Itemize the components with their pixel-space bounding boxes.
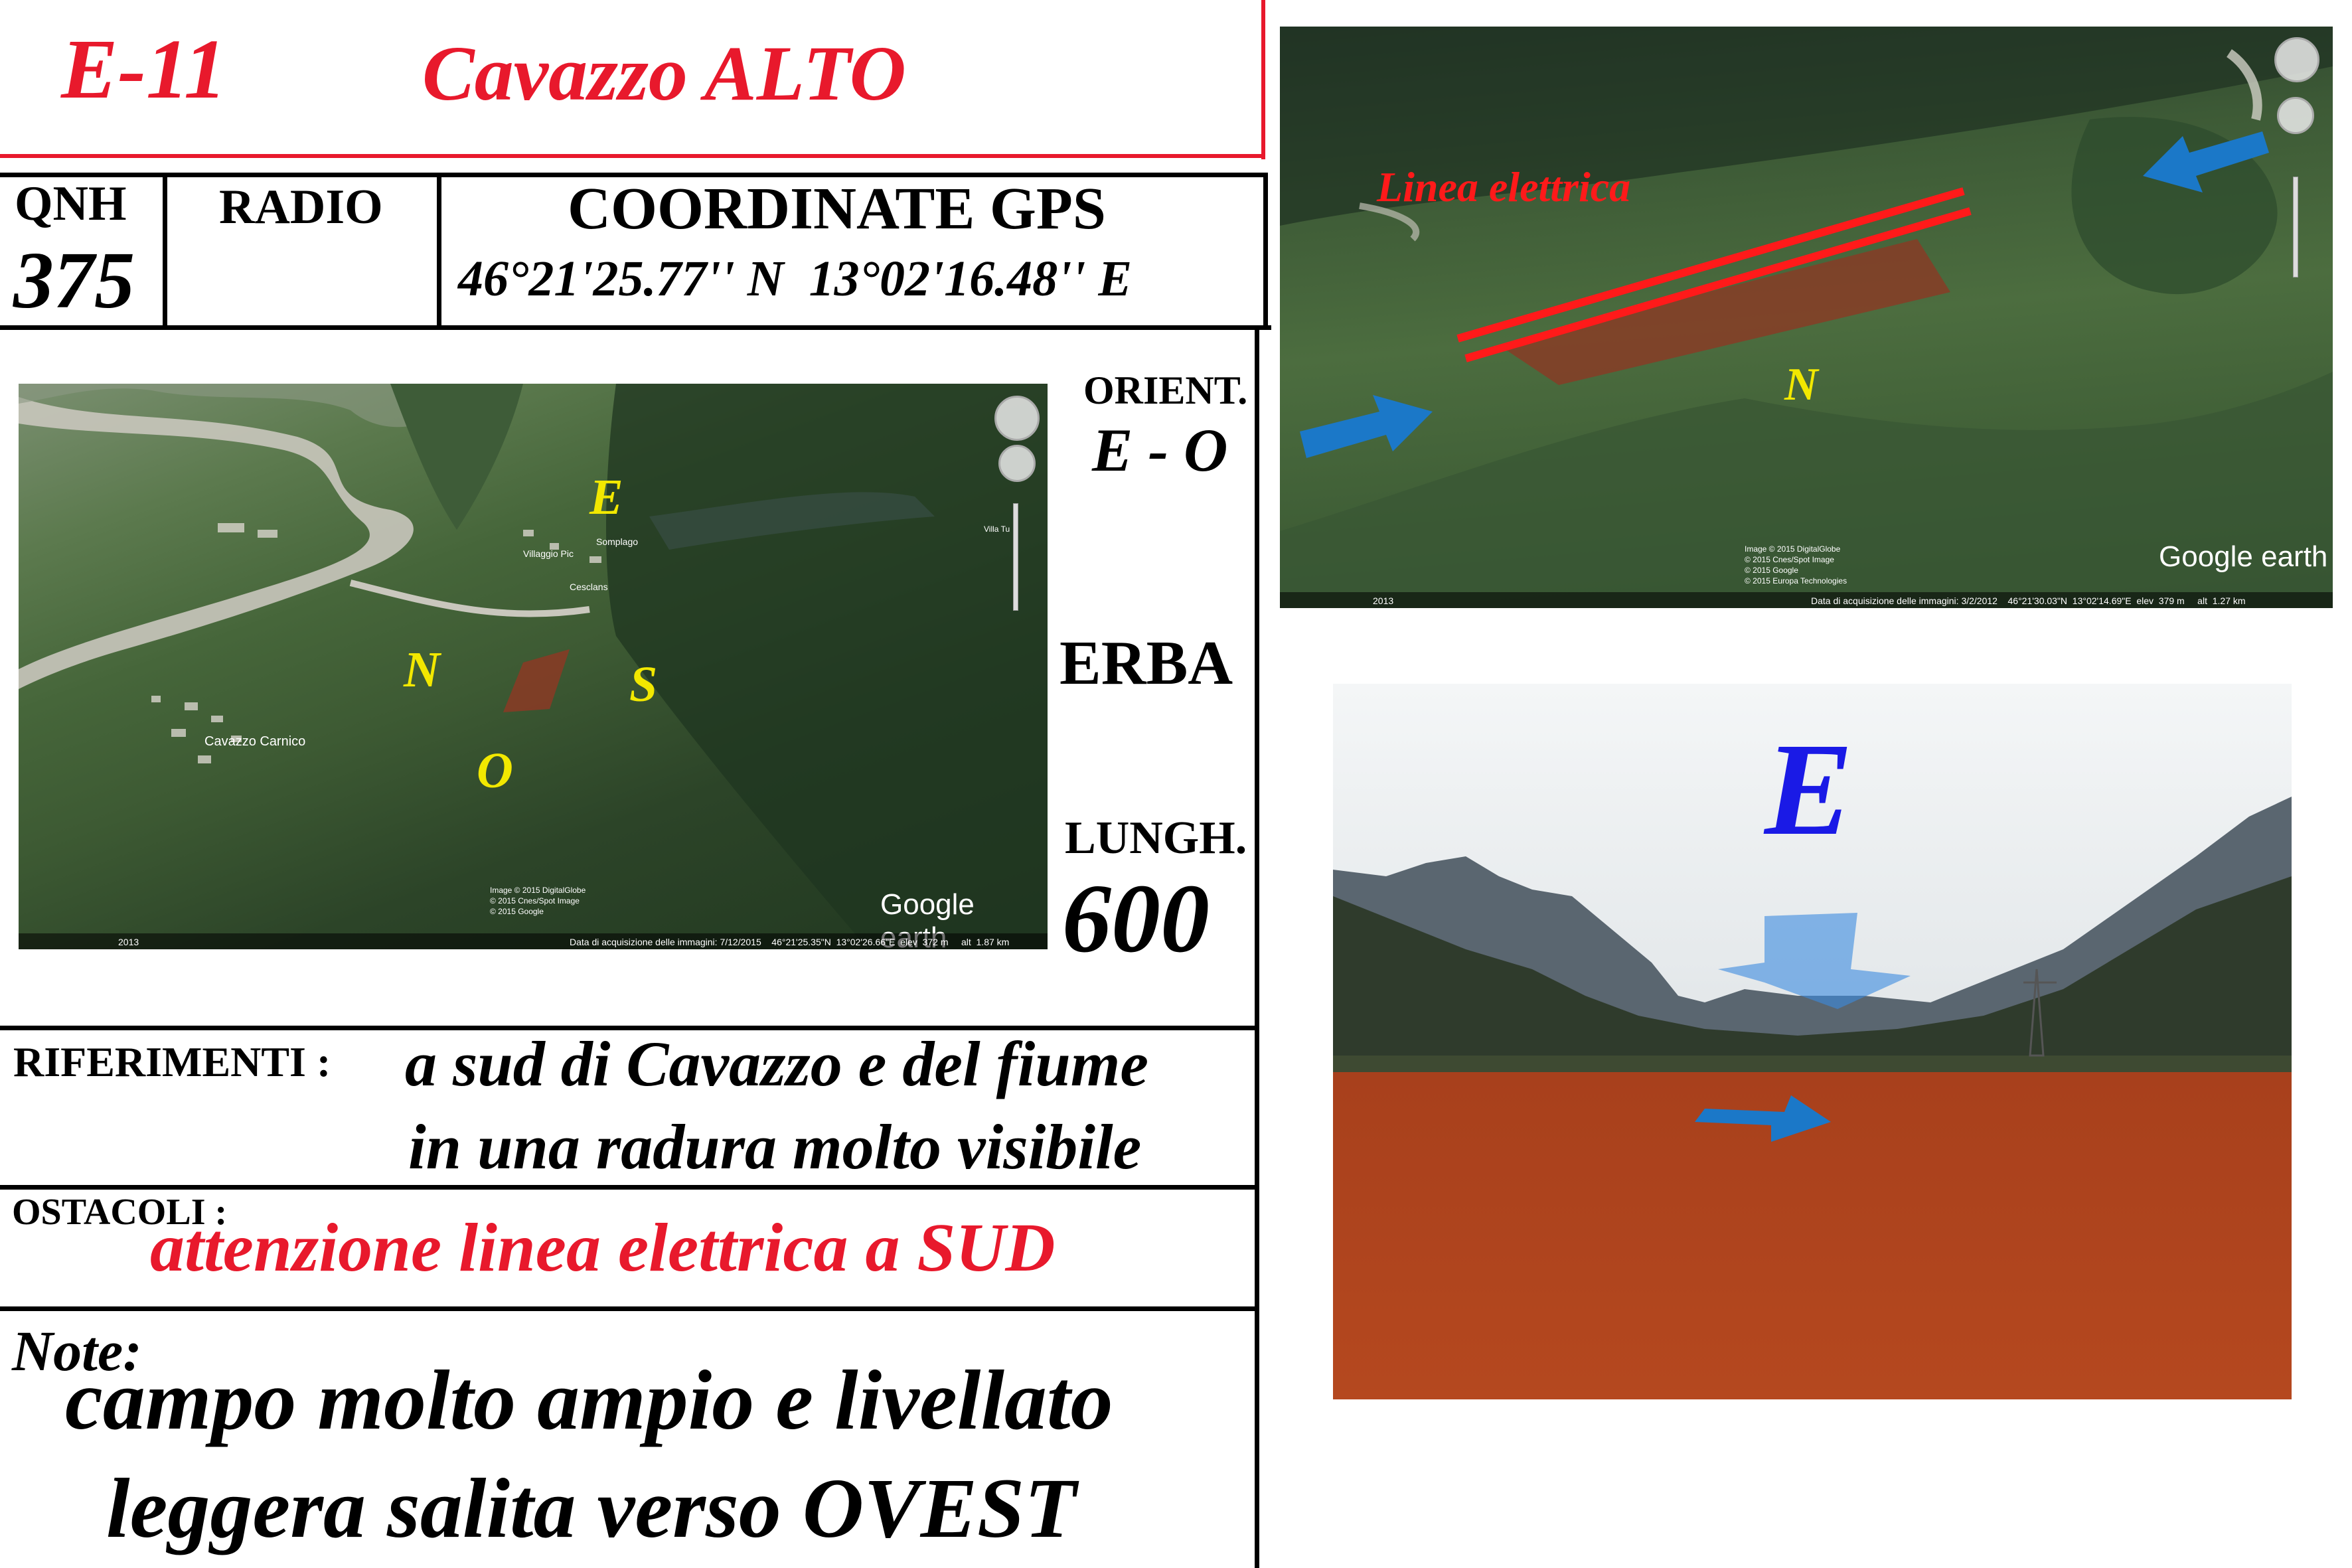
map-right-credit-1: © 2015 Cnes/Spot Image: [1745, 555, 1834, 564]
landing-strip-area: [503, 649, 570, 712]
arrow-down-large-icon: [1718, 913, 1911, 1009]
info-right-border: [1263, 173, 1268, 330]
references-top-border: [0, 1026, 1259, 1030]
map-left-label-o: O: [477, 743, 513, 799]
map-right-nav-pan[interactable]: [2277, 97, 2314, 134]
orient-label: ORIENT.: [1083, 368, 1248, 412]
info-divider-1: [163, 173, 167, 330]
references-line-1: a sud di Cavazzo e del fiume: [405, 1028, 1148, 1099]
map-left-place-0: Cavazzo Carnico: [204, 734, 306, 749]
side-column-border: [1255, 325, 1259, 1568]
map-right-google-earth-logo: Google earth: [2159, 540, 2328, 573]
map-right-footer-bar: [1280, 592, 2333, 608]
map-left-place-3: Villaggio Pic: [523, 548, 574, 559]
map-left-credit-0: Image © 2015 DigitalGlobe: [490, 886, 586, 895]
map-left-terrain: [19, 384, 1048, 949]
notes-line-2: leggera salita verso OVEST: [106, 1461, 1077, 1555]
map-left-credit-1: © 2015 Cnes/Spot Image: [490, 896, 580, 905]
orient-value: E - O: [1092, 416, 1228, 484]
map-right-terrain: [1280, 27, 2333, 608]
map-left-zoom-slider[interactable]: [1013, 503, 1018, 611]
power-line-label: Linea elettrica: [1377, 163, 1631, 210]
map-left-label-s: S: [629, 657, 658, 712]
notes-top-border: [0, 1306, 1259, 1311]
power-line-1: [1456, 187, 1965, 343]
photo-direction-label: E: [1764, 716, 1853, 863]
field-name: Cavazzo ALTO: [422, 30, 906, 117]
map-right-credit-3: © 2015 Europa Technologies: [1745, 576, 1847, 586]
field-photo: E: [1333, 684, 2292, 1399]
landing-strip-area: [1499, 239, 1950, 385]
arrow-down-small-icon: [1695, 1095, 1831, 1142]
map-left-nav-compass[interactable]: [994, 396, 1040, 441]
references-label: RIFERIMENTI :: [13, 1038, 331, 1085]
map-right-footer: Data di acquisizione delle immagini: 3/2…: [1811, 595, 2246, 606]
map-left-year: 2013: [118, 937, 139, 947]
map-left-place-2: Cesclans: [570, 582, 608, 592]
map-right-credit-0: Image © 2015 DigitalGlobe: [1745, 544, 1841, 554]
field-photo-scene: [1333, 684, 2292, 1399]
field-code: E-11: [61, 22, 226, 116]
map-left-place-1: Somplago: [596, 536, 639, 547]
map-right-zoom-slider[interactable]: [2293, 177, 2298, 277]
notes-line-1: campo molto ampio e livellato: [65, 1353, 1113, 1447]
map-right-credit-2: © 2015 Google: [1745, 566, 1798, 575]
map-left-label-e: E: [589, 469, 623, 525]
qnh-label: QNH: [15, 177, 127, 231]
gps-value: 46°21'25.77'' N 13°02'16.48'' E: [458, 251, 1133, 307]
obstacles-label: OSTACOLI :: [12, 1192, 228, 1233]
gps-label: COORDINATE GPS: [568, 176, 1106, 242]
header-right-border: [1261, 0, 1265, 159]
length-value: 600: [1062, 864, 1210, 973]
map-left-credit-2: © 2015 Google: [490, 907, 544, 916]
references-line-2: in una radura molto visibile: [408, 1111, 1142, 1182]
map-right-nav-compass[interactable]: [2274, 37, 2319, 82]
map-left-place-4: Villa Tu: [984, 524, 1010, 534]
notes-label: Note:: [12, 1319, 142, 1383]
arrow-east-icon: [2143, 131, 2269, 193]
map-left-nav-pan[interactable]: [998, 445, 1036, 482]
header-bottom-border: [0, 154, 1265, 158]
map-right: Linea elettrica N Image © 2015 DigitalGl…: [1280, 27, 2333, 608]
obstacles-text: attenzione linea elettrica a SUD: [150, 1210, 1056, 1286]
obstacles-top-border: [0, 1185, 1259, 1190]
map-left-footer-bar: [19, 933, 1048, 949]
map-left-label-n: N: [404, 642, 440, 698]
info-divider-2: [437, 173, 441, 330]
power-line-2: [1464, 207, 1972, 362]
info-bottom-border: [0, 325, 1271, 330]
pylon-icon: [2023, 969, 2057, 1057]
surface-type: ERBA: [1059, 629, 1233, 698]
arrow-west-icon: [1300, 395, 1433, 458]
map-right-label-n: N: [1784, 359, 1818, 410]
length-label: LUNGH.: [1065, 813, 1247, 864]
qnh-value: 375: [13, 236, 135, 325]
map-right-year: 2013: [1373, 595, 1394, 606]
radio-label: RADIO: [219, 180, 383, 234]
map-left-footer: Data di acquisizione delle immagini: 7/1…: [570, 937, 1010, 947]
map-left: E N S O Cavazzo Carnico Somplago Cesclan…: [19, 384, 1048, 949]
info-top-border: [0, 173, 1268, 177]
